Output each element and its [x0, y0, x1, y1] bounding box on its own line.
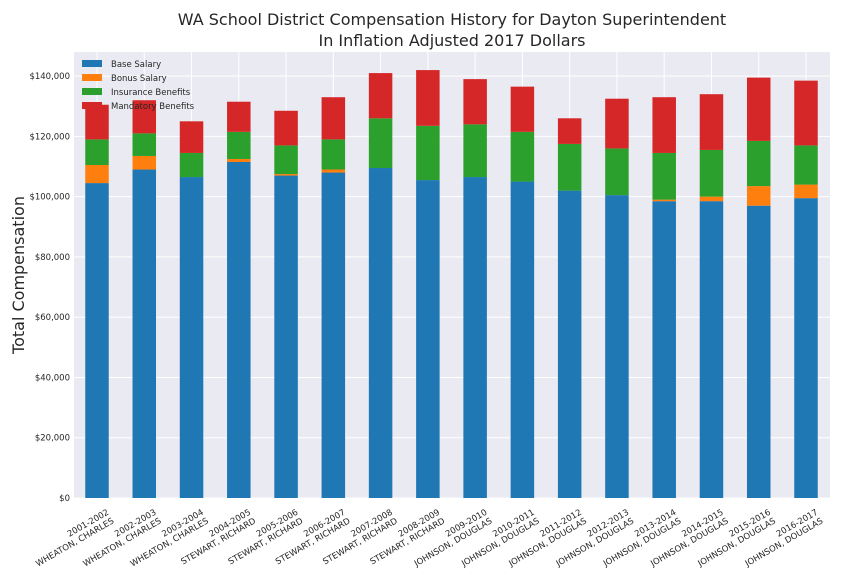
y-tick-label: $140,000 [29, 72, 70, 82]
y-tick-label: $0 [59, 494, 70, 504]
bar-insurance-benefits [416, 125, 440, 181]
bar-base-salary [274, 175, 298, 498]
bar-mandatory-benefits [416, 70, 440, 126]
bar-mandatory-benefits [368, 73, 393, 119]
bar-mandatory-benefits [746, 77, 771, 141]
bar-base-salary [132, 169, 157, 498]
bar-mandatory-benefits [132, 100, 157, 134]
bars-layer [85, 70, 818, 499]
bar-mandatory-benefits [605, 98, 629, 149]
bar-insurance-benefits [746, 140, 771, 187]
y-axis-label: Total Compensation [9, 196, 28, 355]
bar-insurance-benefits [463, 124, 487, 178]
bar-insurance-benefits [652, 152, 676, 200]
bar-bonus-salary [794, 184, 818, 199]
bar-insurance-benefits [794, 145, 818, 185]
bar-bonus-salary [321, 169, 346, 173]
bar-base-salary [652, 201, 676, 498]
bar-base-salary [179, 177, 204, 499]
bar-mandatory-benefits [510, 86, 535, 132]
y-tick-label: $60,000 [35, 313, 70, 323]
y-tick-label: $20,000 [35, 434, 70, 444]
legend-swatch [82, 102, 102, 109]
bar-bonus-salary [746, 186, 771, 206]
bar-insurance-benefits [227, 131, 251, 159]
legend-label: Base Salary [111, 60, 161, 70]
bar-mandatory-benefits [463, 79, 487, 125]
legend: Base Salary Bonus Salary Insurance Benefit… [82, 60, 195, 112]
bar-mandatory-benefits [652, 97, 676, 153]
bar-bonus-salary [699, 196, 724, 202]
bar-mandatory-benefits [85, 104, 109, 140]
bar-mandatory-benefits [274, 110, 298, 146]
legend-label: Bonus Salary [111, 74, 167, 84]
legend-label: Mandatory Benefits [111, 102, 195, 112]
bar-bonus-salary [652, 199, 676, 202]
bar-insurance-benefits [699, 149, 724, 197]
bar-bonus-salary [227, 158, 251, 162]
bar-bonus-salary [132, 155, 157, 170]
bar-insurance-benefits [132, 133, 157, 156]
y-tick-labels: $0 $20,000 $40,000 $60,000 $80,000 $100,000 $1… [29, 72, 70, 504]
bar-mandatory-benefits [321, 97, 346, 140]
bar-mandatory-benefits [227, 101, 251, 132]
bar-base-salary [85, 183, 109, 499]
bar-base-salary [510, 181, 535, 498]
bar-mandatory-benefits [557, 118, 582, 144]
bar-insurance-benefits [85, 139, 109, 166]
bar-mandatory-benefits [699, 94, 724, 150]
legend-label: Insurance Benefits [111, 88, 191, 98]
bar-insurance-benefits [321, 139, 346, 170]
y-tick-label: $100,000 [29, 193, 70, 203]
bar-mandatory-benefits [179, 121, 204, 153]
x-tick-name: WHEATON, CHARLES [34, 516, 116, 569]
y-tick-label: $80,000 [35, 253, 70, 263]
legend-swatch [82, 88, 102, 95]
legend-swatch [82, 60, 102, 67]
bar-base-salary [746, 205, 771, 498]
bar-base-salary [605, 195, 629, 498]
chart-title-line-1: WA School District Compensation History … [178, 10, 726, 29]
bar-insurance-benefits [368, 118, 393, 169]
bar-mandatory-benefits [794, 80, 818, 146]
y-tick-label: $120,000 [29, 132, 70, 142]
bar-base-salary [227, 161, 251, 499]
legend-swatch [82, 74, 102, 81]
bar-insurance-benefits [557, 143, 582, 191]
bar-insurance-benefits [179, 152, 204, 178]
bar-base-salary [368, 168, 393, 498]
bar-insurance-benefits [274, 145, 298, 175]
bar-base-salary [557, 190, 582, 498]
bar-base-salary [463, 177, 487, 499]
bar-base-salary [416, 180, 440, 498]
bar-base-salary [699, 201, 724, 498]
bar-insurance-benefits [605, 148, 629, 196]
chart-title-line-2: In Inflation Adjusted 2017 Dollars [318, 31, 585, 50]
bar-insurance-benefits [510, 131, 535, 182]
y-tick-label: $40,000 [35, 373, 70, 383]
bar-base-salary [794, 198, 818, 499]
bar-base-salary [321, 172, 346, 499]
bar-bonus-salary [85, 165, 109, 184]
bar-bonus-salary [274, 174, 298, 176]
